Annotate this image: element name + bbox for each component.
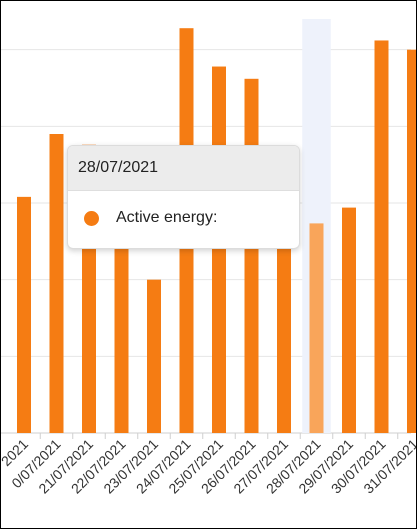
bar-25/07/2021[interactable] [212, 66, 226, 434]
bar-19/07/2021[interactable] [17, 196, 31, 433]
series-color-dot-icon [84, 211, 99, 226]
bar-30/07/2021[interactable] [374, 40, 389, 433]
bar-26/07/2021[interactable] [244, 78, 259, 434]
tooltip-series-label: Active energy: [116, 209, 218, 226]
bar-31/07/2021[interactable] [407, 49, 417, 434]
tooltip: 28/07/2021 Active energy: 1367 [67, 145, 300, 249]
bar-23/07/2021[interactable] [147, 279, 161, 433]
bar-28/07/2021[interactable] [309, 223, 324, 433]
bar-29/07/2021[interactable] [342, 207, 356, 433]
bar-20/07/2021[interactable] [49, 134, 64, 433]
tooltip-body: Active energy: 1367 [68, 191, 299, 248]
bar-22/07/2021[interactable] [114, 196, 129, 433]
x-axis-tick-labels: 20210/07/202121/07/202122/07/202123/07/2… [1, 433, 416, 497]
tooltip-title: 28/07/2021 [68, 146, 299, 191]
